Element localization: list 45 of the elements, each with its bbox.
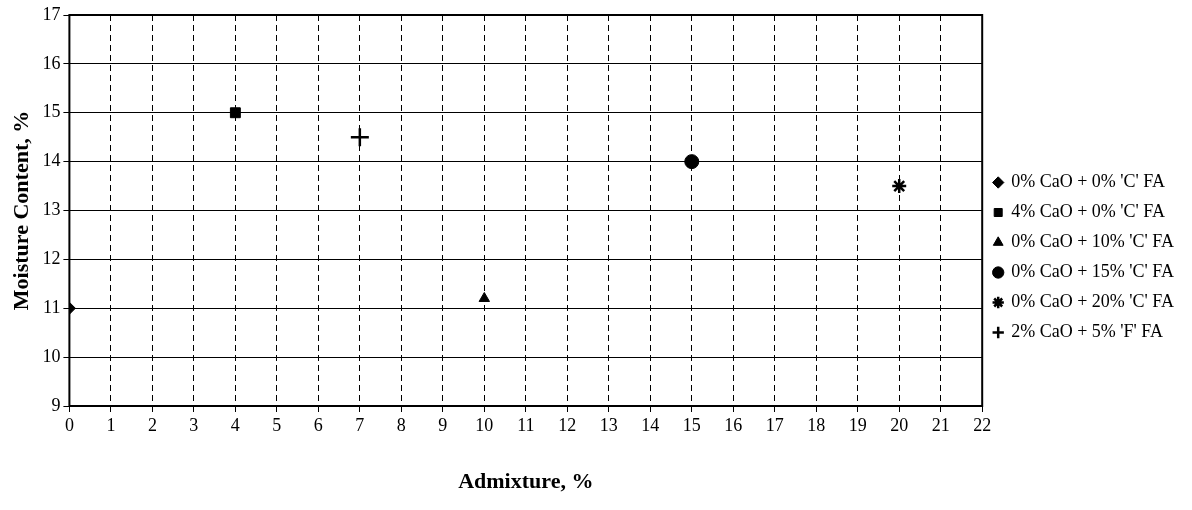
- legend-label: 0% CaO + 10% 'C' FA: [1011, 231, 1175, 252]
- legend-label: 0% CaO + 20% 'C' FA: [1011, 291, 1175, 312]
- y-axis-title: Moisture Content, %: [7, 110, 33, 311]
- x-tick-label: 1: [106, 414, 116, 435]
- x-axis-title: Admixture, %: [458, 468, 594, 494]
- x-tick-label: 5: [272, 414, 282, 435]
- x-tick-label: 0: [64, 414, 74, 435]
- y-tick-label: 12: [42, 248, 61, 269]
- x-tick-label: 19: [848, 414, 867, 435]
- legend-label: 0% CaO + 0% 'C' FA: [1011, 171, 1166, 192]
- legend-label: 0% CaO + 15% 'C' FA: [1011, 261, 1175, 282]
- x-tick-label: 15: [682, 414, 701, 435]
- x-tick-label: 17: [765, 414, 784, 435]
- y-tick-label: 9: [51, 394, 61, 415]
- x-tick-label: 22: [973, 414, 992, 435]
- point: [229, 107, 241, 119]
- x-tick-label: 8: [396, 414, 406, 435]
- x-tick-label: 10: [475, 414, 494, 435]
- y-tick-label: 15: [42, 101, 61, 122]
- point: [478, 291, 491, 302]
- point: [890, 177, 908, 195]
- point: [684, 154, 700, 170]
- x-tick-label: 16: [724, 414, 743, 435]
- x-tick-label: 18: [807, 414, 826, 435]
- x-tick-label: 13: [599, 414, 618, 435]
- legend-label: 2% CaO + 5% 'F' FA: [1011, 321, 1164, 342]
- x-tick-label: 12: [558, 414, 577, 435]
- x-tick-label: 21: [931, 414, 950, 435]
- x-tick-label: 3: [189, 414, 199, 435]
- y-tick-label: 11: [43, 296, 61, 317]
- x-tick-label: 20: [890, 414, 909, 435]
- x-tick-label: 14: [641, 414, 660, 435]
- y-tick-label: 13: [42, 199, 61, 220]
- x-tick-label: 6: [313, 414, 323, 435]
- x-tick-label: 11: [517, 414, 535, 435]
- x-tick-label: 4: [230, 414, 240, 435]
- x-tick-label: 9: [438, 414, 448, 435]
- y-tick-label: 14: [42, 150, 61, 171]
- x-tick-label: 2: [147, 414, 157, 435]
- y-tick-label: 17: [42, 3, 61, 24]
- y-tick-label: 10: [42, 345, 61, 366]
- x-tick-label: 7: [355, 414, 365, 435]
- point: [349, 126, 371, 148]
- y-tick-label: 16: [42, 52, 61, 73]
- legend-label: 4% CaO + 0% 'C' FA: [1011, 201, 1166, 222]
